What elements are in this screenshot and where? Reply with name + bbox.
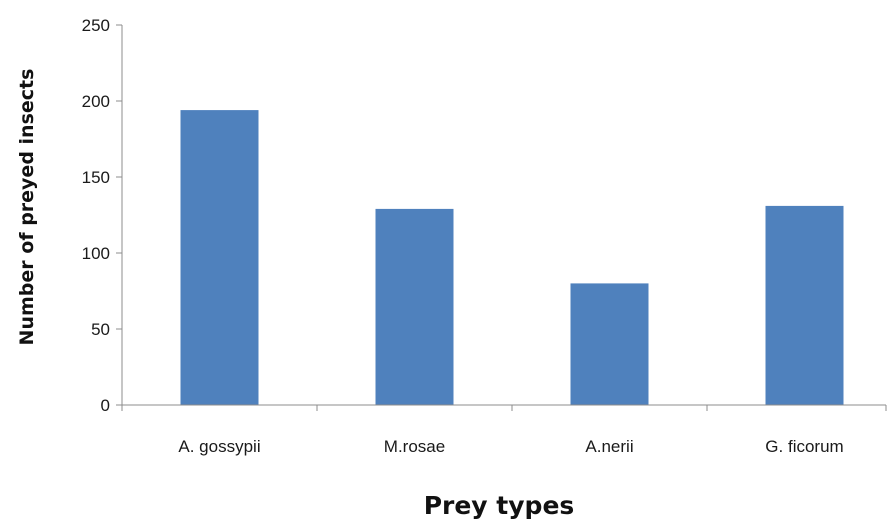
y-tick-label: 50 [91, 320, 110, 339]
x-category-labels: A. gossypii M.rosae A.nerii G. ficorum [178, 437, 843, 456]
x-category-label: A. gossypii [178, 437, 260, 456]
x-category-label: A.nerii [585, 437, 633, 456]
bar-0 [180, 110, 259, 405]
y-axis-title: Number of preyed insects [16, 69, 38, 346]
x-axis-title: Prey types [424, 491, 575, 520]
bar-1 [375, 208, 454, 405]
bar-3 [765, 205, 844, 405]
x-category-label: M.rosae [384, 437, 445, 456]
axes-layer [116, 24, 887, 411]
y-tick-label: 100 [82, 244, 110, 263]
y-tick-label: 150 [82, 168, 110, 187]
y-tick-label: 0 [101, 396, 110, 415]
y-tick-label: 200 [82, 92, 110, 111]
x-category-label: G. ficorum [765, 437, 843, 456]
y-tick-label: 250 [82, 16, 110, 35]
bars-layer [180, 110, 844, 405]
y-tick-labels: 0 50 100 150 200 250 [82, 16, 110, 415]
bar-2 [570, 283, 649, 405]
